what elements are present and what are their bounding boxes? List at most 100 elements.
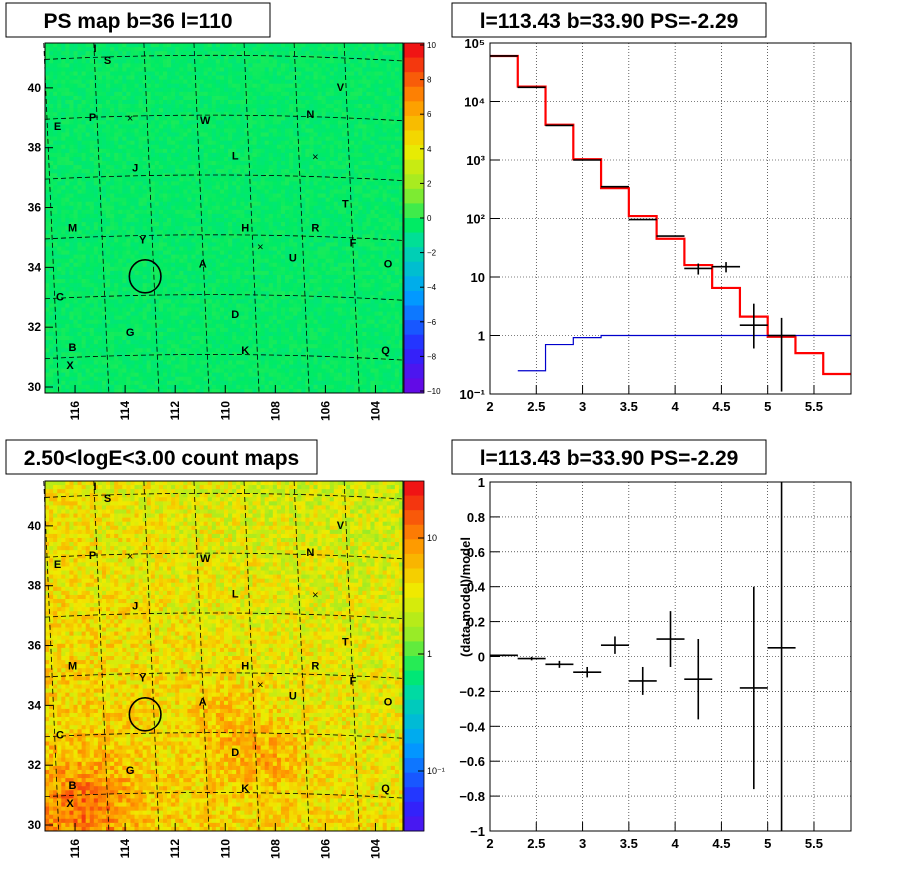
map-cell [362,246,367,251]
map-cell [321,161,327,166]
map-cell [61,266,66,272]
map-cell [244,181,249,186]
map-cell [321,63,327,68]
map-cell [126,140,131,146]
map-cell [374,218,379,223]
map-cell [77,177,83,182]
map-cell [354,124,359,129]
map-cell [162,71,168,76]
map-cell [69,75,74,81]
map-cell [244,79,249,85]
map-cell [89,104,95,109]
map-cell [89,177,95,182]
map-cell [81,59,87,64]
map-cell [134,218,139,223]
map-cell [101,55,107,60]
map-cell [101,43,107,48]
map-cell [146,148,152,154]
map-cell [106,67,111,72]
map-cell [252,91,257,97]
map-cell [382,218,388,223]
map-cell [390,205,396,211]
map-cell [350,132,355,137]
map-cell [232,112,237,117]
map-cell [57,79,62,85]
map-cell [57,226,62,231]
map-cell [232,148,237,154]
map-cell [252,99,257,105]
map-cell [268,262,274,268]
map-cell [341,59,347,64]
map-cell [179,193,184,199]
map-cell [260,165,266,170]
map-cell [272,250,278,256]
map-cell [293,222,298,227]
map-cell [106,75,111,81]
map-cell [252,165,257,170]
map-cell [232,136,237,142]
map-cell [191,91,196,97]
map-cell [260,132,266,137]
map-cell [146,59,152,64]
map-cell [146,246,152,251]
map-cell [211,262,217,268]
map-cell [236,254,241,260]
map-cell [175,136,180,142]
map-cell [268,87,274,93]
map-cell [240,246,245,251]
map-cell [118,116,123,121]
map-cell [244,51,249,56]
map-cell [187,83,192,89]
map-cell [354,87,359,93]
map-cell [77,136,83,142]
map-cell [248,250,253,256]
map-cell [167,262,172,268]
map-cell [350,222,355,227]
map-cell [211,120,217,125]
map-cell [45,136,50,142]
map-cell [179,43,184,48]
map-cell [175,201,180,207]
map-cell [224,95,229,101]
map-cell [374,222,379,227]
map-cell [215,246,221,251]
map-cell [236,197,241,203]
map-cell [256,197,262,203]
map-cell [285,55,290,60]
map-cell [252,246,257,251]
map-cell [354,156,359,162]
map-cell [118,193,123,199]
map-cell [150,132,156,137]
map-cell [374,250,379,256]
map-cell [321,104,327,109]
map-cell [187,91,192,97]
map-cell [354,99,359,105]
map-cell [280,83,286,89]
map-cell [211,181,217,186]
map-cell [236,75,241,81]
map-cell [175,246,180,251]
map-cell [118,270,123,276]
map-cell [114,104,119,109]
map-cell [236,95,241,101]
map-cell [358,193,363,199]
map-cell [57,47,62,52]
map-cell [276,148,282,154]
map-cell [341,91,347,97]
map-cell [69,136,74,142]
map-cell [276,234,282,239]
map-cell [207,63,213,68]
map-cell [317,205,323,211]
map-cell [293,189,298,194]
map-cell [219,205,225,211]
map-cell [333,95,339,101]
map-cell [390,140,396,146]
map-cell [248,51,253,56]
map-cell [77,226,83,231]
map-cell [268,181,274,186]
map-cell [53,99,58,105]
map-cell [232,262,237,268]
map-cell [195,51,200,56]
map-cell [65,116,70,121]
map-cell [293,140,298,146]
